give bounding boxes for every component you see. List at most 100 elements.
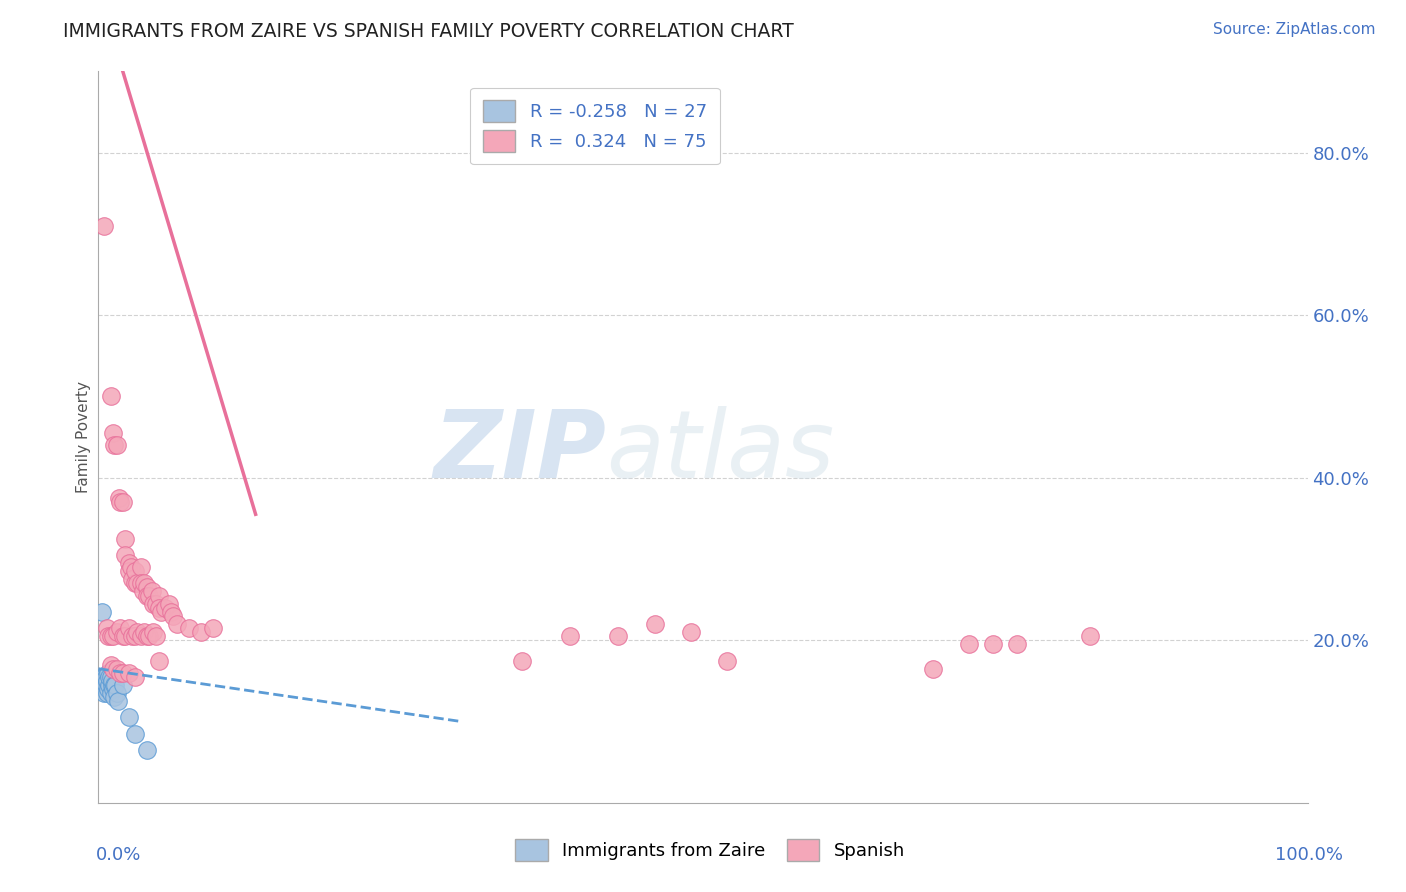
Point xyxy=(100,686,122,700)
Point xyxy=(160,605,183,619)
Point xyxy=(108,495,131,509)
Point xyxy=(127,576,149,591)
Point xyxy=(97,629,120,643)
Point xyxy=(607,629,630,643)
Point xyxy=(93,686,115,700)
Point xyxy=(105,438,128,452)
Point xyxy=(166,617,188,632)
Point xyxy=(142,625,165,640)
Point xyxy=(114,629,136,643)
Point xyxy=(100,673,122,688)
Point xyxy=(129,629,152,643)
Point xyxy=(148,589,170,603)
Point xyxy=(190,625,212,640)
Point xyxy=(108,491,131,505)
Y-axis label: Family Poverty: Family Poverty xyxy=(76,381,91,493)
Text: atlas: atlas xyxy=(606,406,835,497)
Point xyxy=(108,665,131,680)
Point xyxy=(98,678,121,692)
Point xyxy=(111,678,134,692)
Point xyxy=(157,597,180,611)
Text: IMMIGRANTS FROM ZAIRE VS SPANISH FAMILY POVERTY CORRELATION CHART: IMMIGRANTS FROM ZAIRE VS SPANISH FAMILY … xyxy=(63,22,794,41)
Point xyxy=(100,629,122,643)
Point xyxy=(94,678,117,692)
Point xyxy=(96,686,118,700)
Point xyxy=(716,654,738,668)
Legend: R = -0.258   N = 27, R =  0.324   N = 75: R = -0.258 N = 27, R = 0.324 N = 75 xyxy=(470,87,720,164)
Point xyxy=(96,673,118,688)
Point xyxy=(121,572,143,586)
Point xyxy=(138,589,160,603)
Point xyxy=(91,678,114,692)
Point xyxy=(111,665,134,680)
Point xyxy=(100,389,122,403)
Text: 100.0%: 100.0% xyxy=(1275,846,1343,863)
Point xyxy=(202,621,225,635)
Point xyxy=(679,625,702,640)
Point xyxy=(150,605,173,619)
Point xyxy=(132,584,155,599)
Point xyxy=(162,608,184,623)
Point xyxy=(135,581,157,595)
Point xyxy=(127,625,149,640)
Point xyxy=(111,495,134,509)
Point xyxy=(93,219,115,233)
Point xyxy=(96,621,118,635)
Point xyxy=(1007,637,1029,651)
Point xyxy=(101,662,124,676)
Text: Source: ZipAtlas.com: Source: ZipAtlas.com xyxy=(1212,22,1375,37)
Point xyxy=(91,670,114,684)
Point xyxy=(103,678,125,692)
Point xyxy=(120,560,142,574)
Point xyxy=(153,600,176,615)
Point xyxy=(148,600,170,615)
Point xyxy=(145,597,167,611)
Point xyxy=(145,629,167,643)
Point xyxy=(124,727,146,741)
Point xyxy=(124,564,146,578)
Point xyxy=(558,629,581,643)
Point xyxy=(118,556,141,570)
Point xyxy=(93,670,115,684)
Point xyxy=(114,548,136,562)
Point xyxy=(179,621,201,635)
Point xyxy=(129,560,152,574)
Point xyxy=(1078,629,1101,643)
Point xyxy=(981,637,1004,651)
Point xyxy=(135,629,157,643)
Point xyxy=(118,710,141,724)
Point xyxy=(101,681,124,696)
Point xyxy=(142,597,165,611)
Point xyxy=(141,584,163,599)
Point xyxy=(124,629,146,643)
Point xyxy=(114,532,136,546)
Point xyxy=(100,678,122,692)
Point xyxy=(101,425,124,440)
Point xyxy=(105,662,128,676)
Point xyxy=(107,694,129,708)
Point xyxy=(103,690,125,705)
Point xyxy=(118,564,141,578)
Point xyxy=(97,665,120,680)
Point xyxy=(644,617,666,632)
Point xyxy=(510,654,533,668)
Point xyxy=(105,686,128,700)
Point xyxy=(129,576,152,591)
Point xyxy=(135,589,157,603)
Point xyxy=(118,665,141,680)
Point xyxy=(121,629,143,643)
Legend: Immigrants from Zaire, Spanish: Immigrants from Zaire, Spanish xyxy=(506,830,914,870)
Text: 0.0%: 0.0% xyxy=(96,846,141,863)
Point xyxy=(97,681,120,696)
Point xyxy=(111,629,134,643)
Point xyxy=(100,657,122,672)
Point xyxy=(118,621,141,635)
Point xyxy=(134,576,156,591)
Point xyxy=(124,576,146,591)
Point xyxy=(148,654,170,668)
Point xyxy=(134,625,156,640)
Text: ZIP: ZIP xyxy=(433,406,606,498)
Point xyxy=(108,621,131,635)
Point xyxy=(91,605,114,619)
Point xyxy=(105,625,128,640)
